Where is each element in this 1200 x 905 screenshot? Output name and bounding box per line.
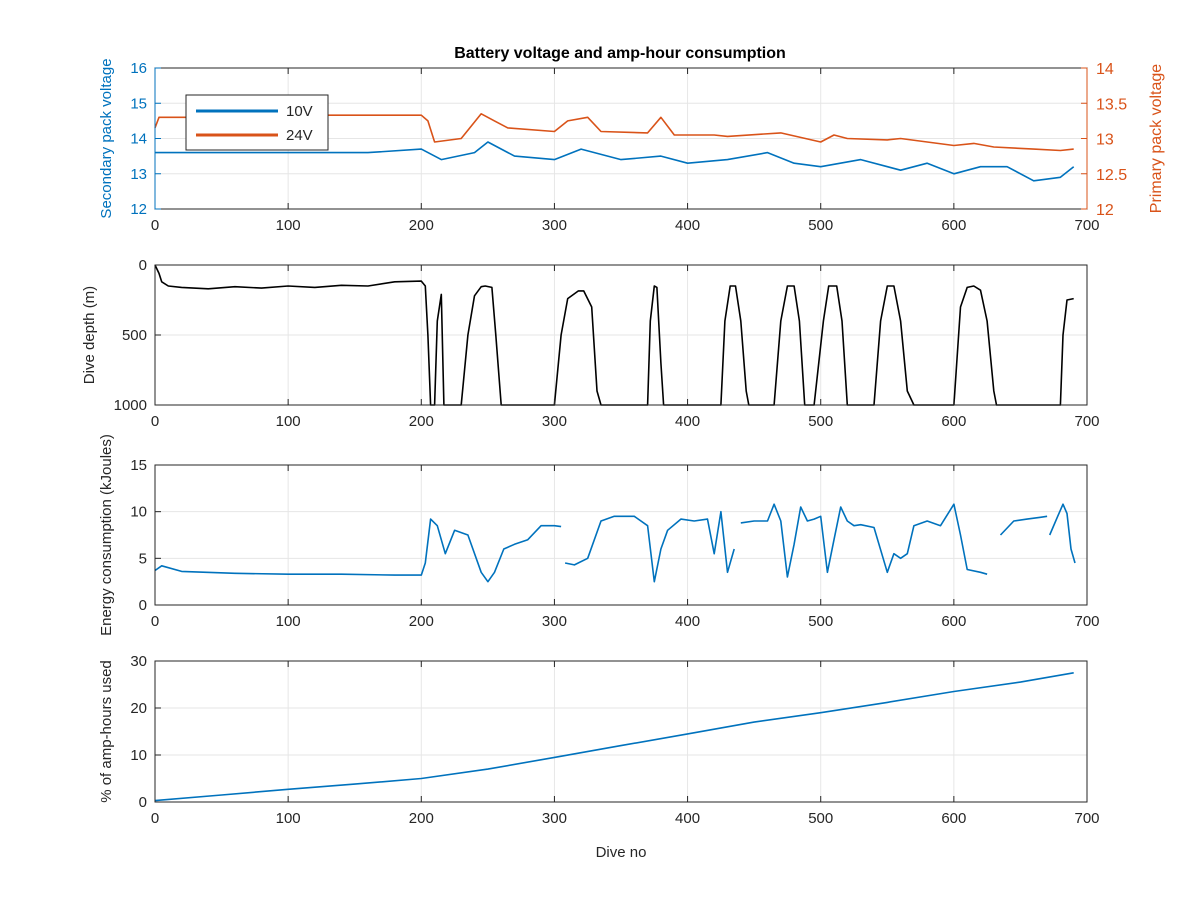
x-tick-label: 400	[675, 217, 700, 234]
legend-label-24V: 24V	[286, 127, 313, 144]
x-tick-label: 300	[542, 217, 567, 234]
x-tick-label: 700	[1074, 217, 1099, 234]
y-tick-label: 15	[130, 457, 147, 474]
axes-box	[154, 464, 1088, 606]
y-tick-label: 20	[130, 700, 147, 717]
y-axis-label: Energy consumption (kJoules)	[98, 434, 115, 636]
series-line-1	[154, 518, 562, 583]
x-tick-label: 700	[1074, 613, 1099, 630]
subplot-1: 0 100 200 300 400 500 600 70012131415161212.513…	[98, 58, 1165, 234]
series-line-1	[154, 672, 1074, 802]
y-axis-label: Dive depth (m)	[81, 286, 98, 384]
y-tick-label: 0	[139, 257, 147, 274]
y-tick-label: 0	[139, 794, 147, 811]
series-line-5	[1048, 503, 1076, 564]
x-tick-label: 600	[941, 810, 966, 827]
x-axis-label: Dive no	[596, 844, 647, 861]
x-tick-label: 700	[1074, 413, 1099, 430]
y-tick-label: 12	[130, 201, 147, 218]
legend-label-10V: 10V	[286, 103, 313, 120]
y-tick-label: 1000	[114, 397, 147, 414]
x-tick-label: 0	[151, 613, 159, 630]
y-axis-label: Secondary pack voltage	[98, 58, 115, 218]
y-right-tick-label: 13	[1096, 132, 1114, 149]
x-tick-label: 200	[409, 613, 434, 630]
x-tick-label: 500	[808, 413, 833, 430]
y-tick-label: 10	[130, 747, 147, 764]
x-tick-label: 0	[151, 810, 159, 827]
y-tick-label: 10	[130, 504, 147, 521]
x-tick-label: 300	[542, 810, 567, 827]
x-tick-label: 400	[675, 413, 700, 430]
x-tick-label: 600	[941, 613, 966, 630]
axes-box	[154, 660, 1088, 803]
x-tick-label: 400	[675, 810, 700, 827]
y-tick-label: 16	[130, 60, 147, 77]
chart-title: Battery voltage and amp-hour consumption	[454, 45, 786, 62]
subplot-2: 0 100 200 300 400 500 600 700 0 500 1000 Dive depth…	[81, 257, 1100, 430]
y-right-tick-label: 13.5	[1096, 96, 1127, 113]
subplot-3: 0 100 200 300 400 500 600 700 0 5 10 15 Energy consu…	[98, 434, 1100, 636]
legend-box	[185, 94, 329, 151]
x-tick-label: 100	[276, 217, 301, 234]
x-tick-label: 600	[941, 217, 966, 234]
y-tick-label: 0	[139, 597, 147, 614]
plot-area	[155, 465, 1087, 605]
x-tick-label: 300	[542, 613, 567, 630]
y-tick-label: 5	[139, 550, 147, 567]
x-tick-label: 400	[675, 613, 700, 630]
x-tick-label: 0	[151, 413, 159, 430]
x-tick-label: 700	[1074, 810, 1099, 827]
y-right-tick-label: 12	[1096, 202, 1114, 219]
series-line-4	[999, 515, 1048, 536]
y-right-tick-label: 12.5	[1096, 167, 1127, 184]
y-axis-label: % of amp-hours used	[98, 660, 115, 803]
y-tick-label: 13	[130, 166, 147, 183]
plot-area	[155, 661, 1087, 802]
x-tick-label: 200	[409, 810, 434, 827]
y-axis-label-right: Primary pack voltage	[1148, 64, 1165, 213]
series-line-3	[740, 503, 988, 578]
series-line-10V	[155, 141, 1075, 182]
x-tick-label: 100	[276, 613, 301, 630]
y-tick-label: 15	[130, 95, 147, 112]
x-tick-label: 100	[276, 413, 301, 430]
x-tick-label: 500	[808, 613, 833, 630]
x-tick-label: 100	[276, 810, 301, 827]
series-line-2	[564, 510, 735, 583]
y-tick-label: 500	[122, 327, 147, 344]
x-tick-label: 300	[542, 413, 567, 430]
x-tick-label: 600	[941, 413, 966, 430]
x-tick-label: 0	[151, 217, 159, 234]
y-right-tick-label: 14	[1096, 61, 1114, 78]
x-tick-label: 200	[409, 217, 434, 234]
x-tick-label: 500	[808, 810, 833, 827]
y-tick-label: 30	[130, 653, 147, 670]
x-tick-label: 500	[808, 217, 833, 234]
x-tick-label: 200	[409, 413, 434, 430]
y-tick-label: 14	[130, 131, 147, 148]
subplot-4: 0 100 200 300 400 500 600 700 0 10 20 30 % of amp-ho…	[98, 653, 1100, 861]
series-line-24V	[154, 113, 1074, 152]
